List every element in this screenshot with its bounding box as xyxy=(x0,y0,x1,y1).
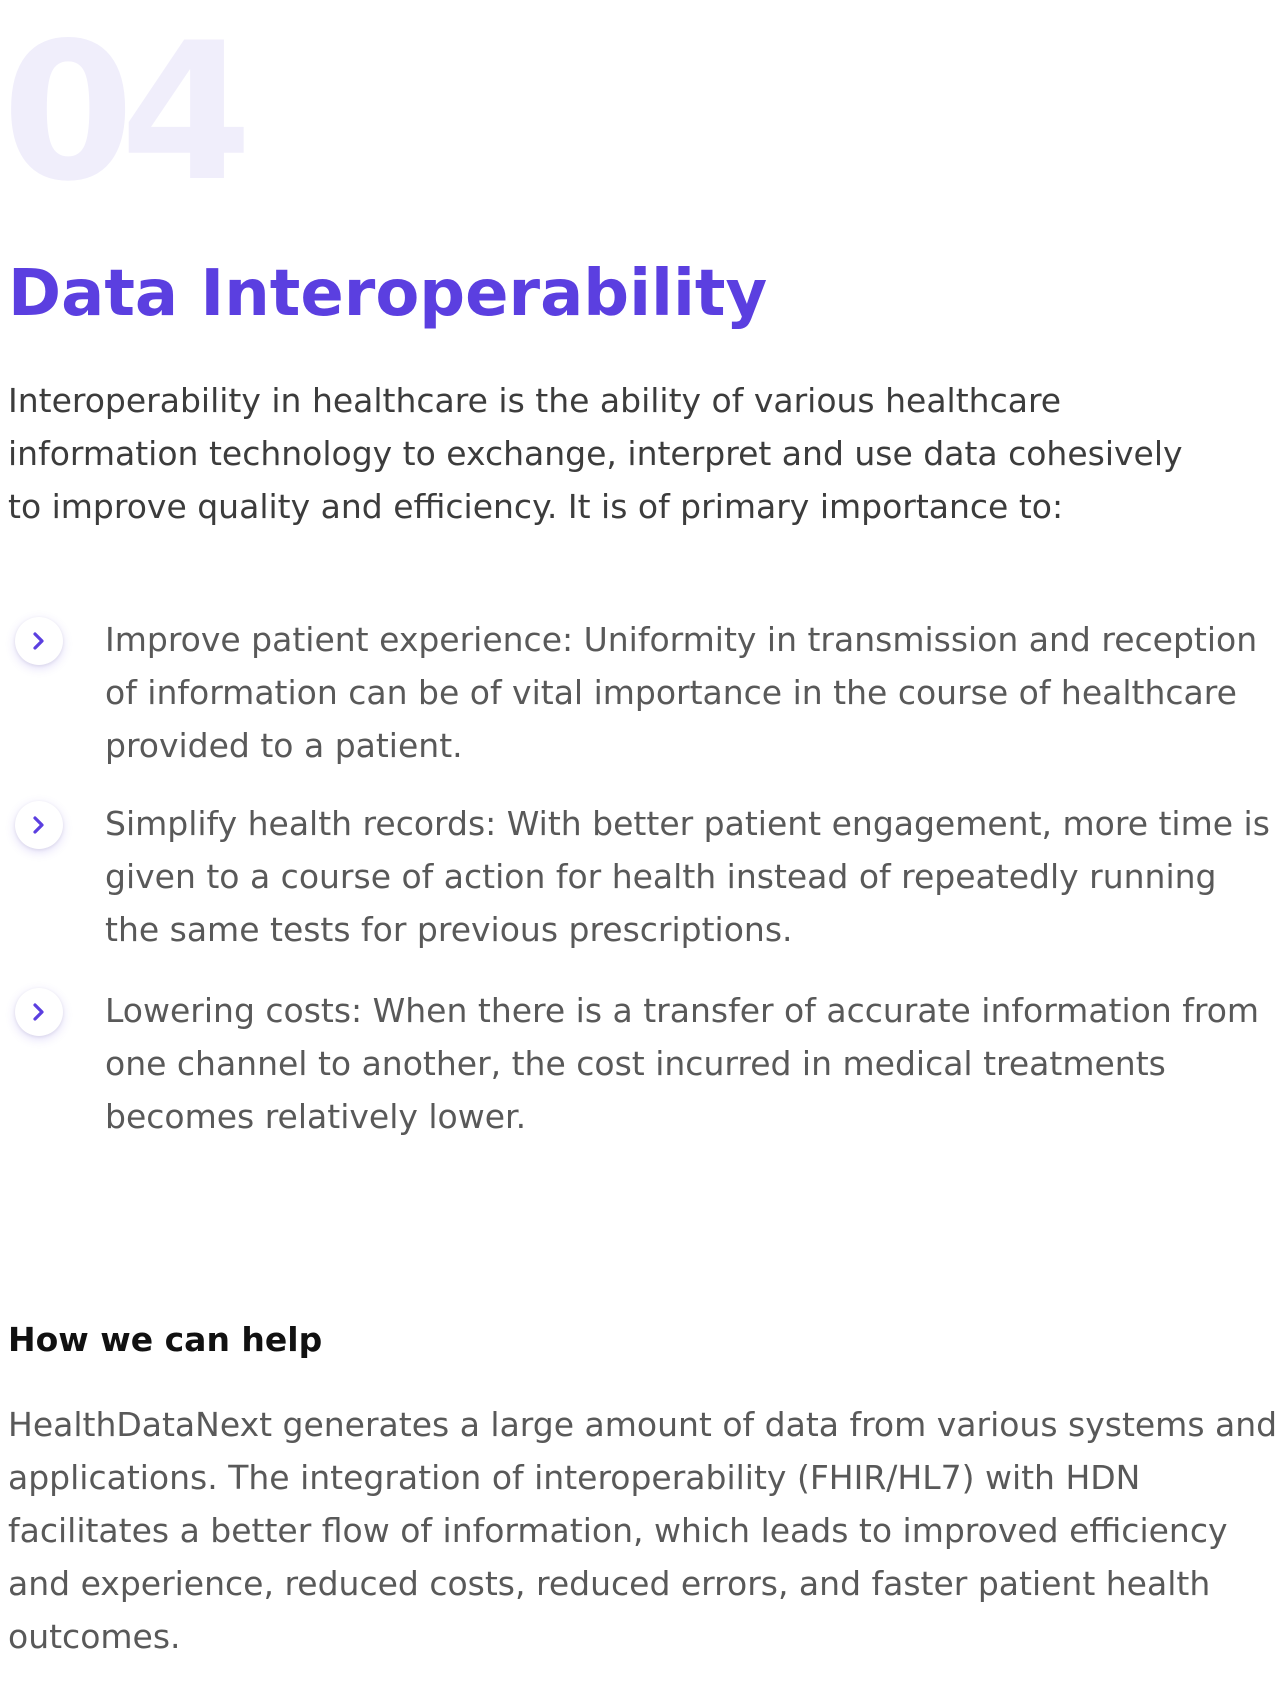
chevron-right-icon xyxy=(15,617,63,665)
benefit-text: Simplify health records: With better pat… xyxy=(105,804,1270,949)
chevron-right-icon xyxy=(15,988,63,1036)
help-heading: How we can help xyxy=(8,1320,323,1359)
intro-paragraph: Interoperability in healthcare is the ab… xyxy=(8,381,1183,526)
section-number: 04 xyxy=(2,2,252,223)
benefit-text: Improve patient experience: Uniformity i… xyxy=(105,620,1258,765)
chevron-right-icon xyxy=(15,801,63,849)
help-paragraph: HealthDataNext generates a large amount … xyxy=(8,1405,1278,1656)
section-title: Data Interoperability xyxy=(8,257,768,331)
benefit-text: Lowering costs: When there is a transfer… xyxy=(105,991,1260,1136)
